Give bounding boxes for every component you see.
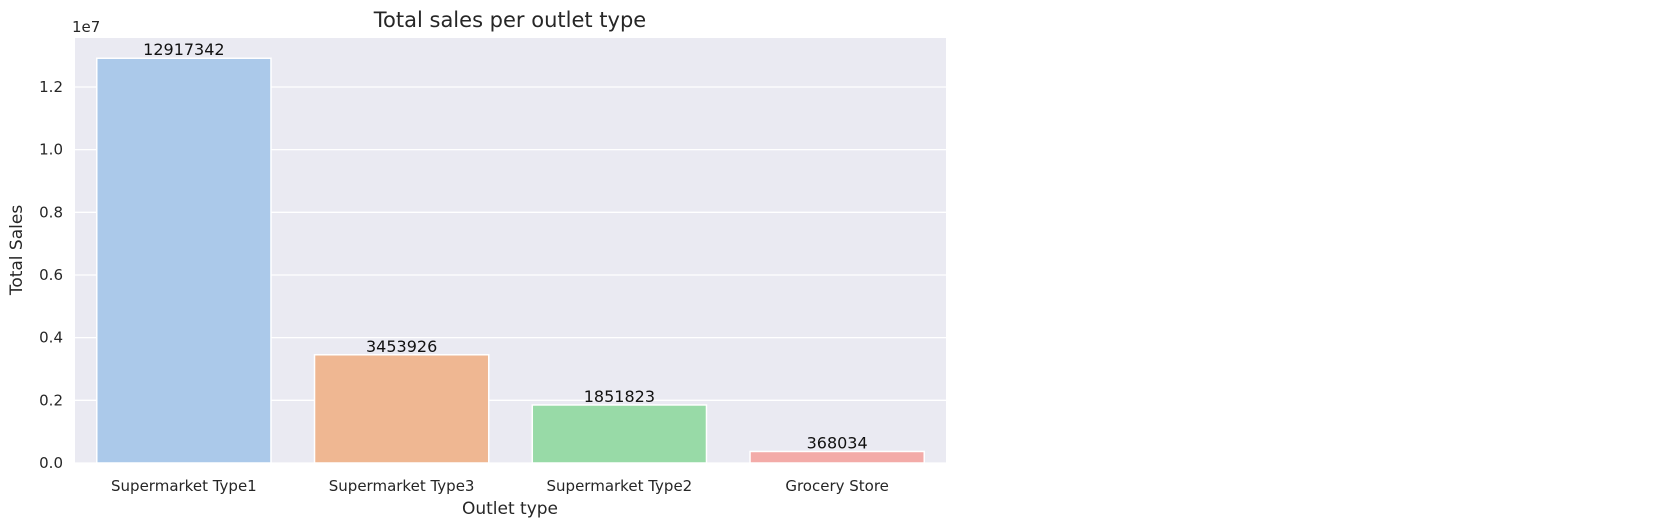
chart-title: Total sales per outlet type xyxy=(373,8,646,32)
bar xyxy=(749,450,925,464)
bar-value-label: 12917342 xyxy=(143,40,224,59)
y-tick-label: 1.2 xyxy=(39,78,63,96)
x-axis-ticks: Supermarket Type1 Supermarket Type3 Superm… xyxy=(111,477,889,495)
y-tick-label: 1.0 xyxy=(39,141,63,159)
y-tick-label: 0.2 xyxy=(39,391,63,409)
bars xyxy=(96,57,925,464)
y-axis-ticks: 0.0 0.2 0.4 0.6 0.8 1.0 1.2 xyxy=(39,78,63,472)
x-axis-label: Outlet type xyxy=(462,499,558,519)
bar xyxy=(531,404,708,464)
y-tick-label: 0.0 xyxy=(39,454,63,472)
bar-value-label: 3453926 xyxy=(366,337,437,356)
y-axis-label: Total Sales xyxy=(7,205,27,296)
bar xyxy=(313,354,490,464)
bar-value-label: 1851823 xyxy=(584,387,655,406)
bar-labels: 12917342 3453926 1851823 368034 xyxy=(143,40,868,452)
x-tick-label: Supermarket Type3 xyxy=(329,477,475,495)
y-tick-label: 0.8 xyxy=(39,203,63,221)
y-tick-label: 0.6 xyxy=(39,266,63,284)
x-tick-label: Supermarket Type2 xyxy=(547,477,693,495)
bar xyxy=(96,57,272,464)
y-tick-label: 0.4 xyxy=(39,329,63,347)
bar-value-label: 368034 xyxy=(807,433,868,452)
x-tick-label: Supermarket Type1 xyxy=(111,477,257,495)
x-tick-label: Grocery Store xyxy=(785,477,889,495)
y-offset-label: 1e7 xyxy=(72,18,100,36)
